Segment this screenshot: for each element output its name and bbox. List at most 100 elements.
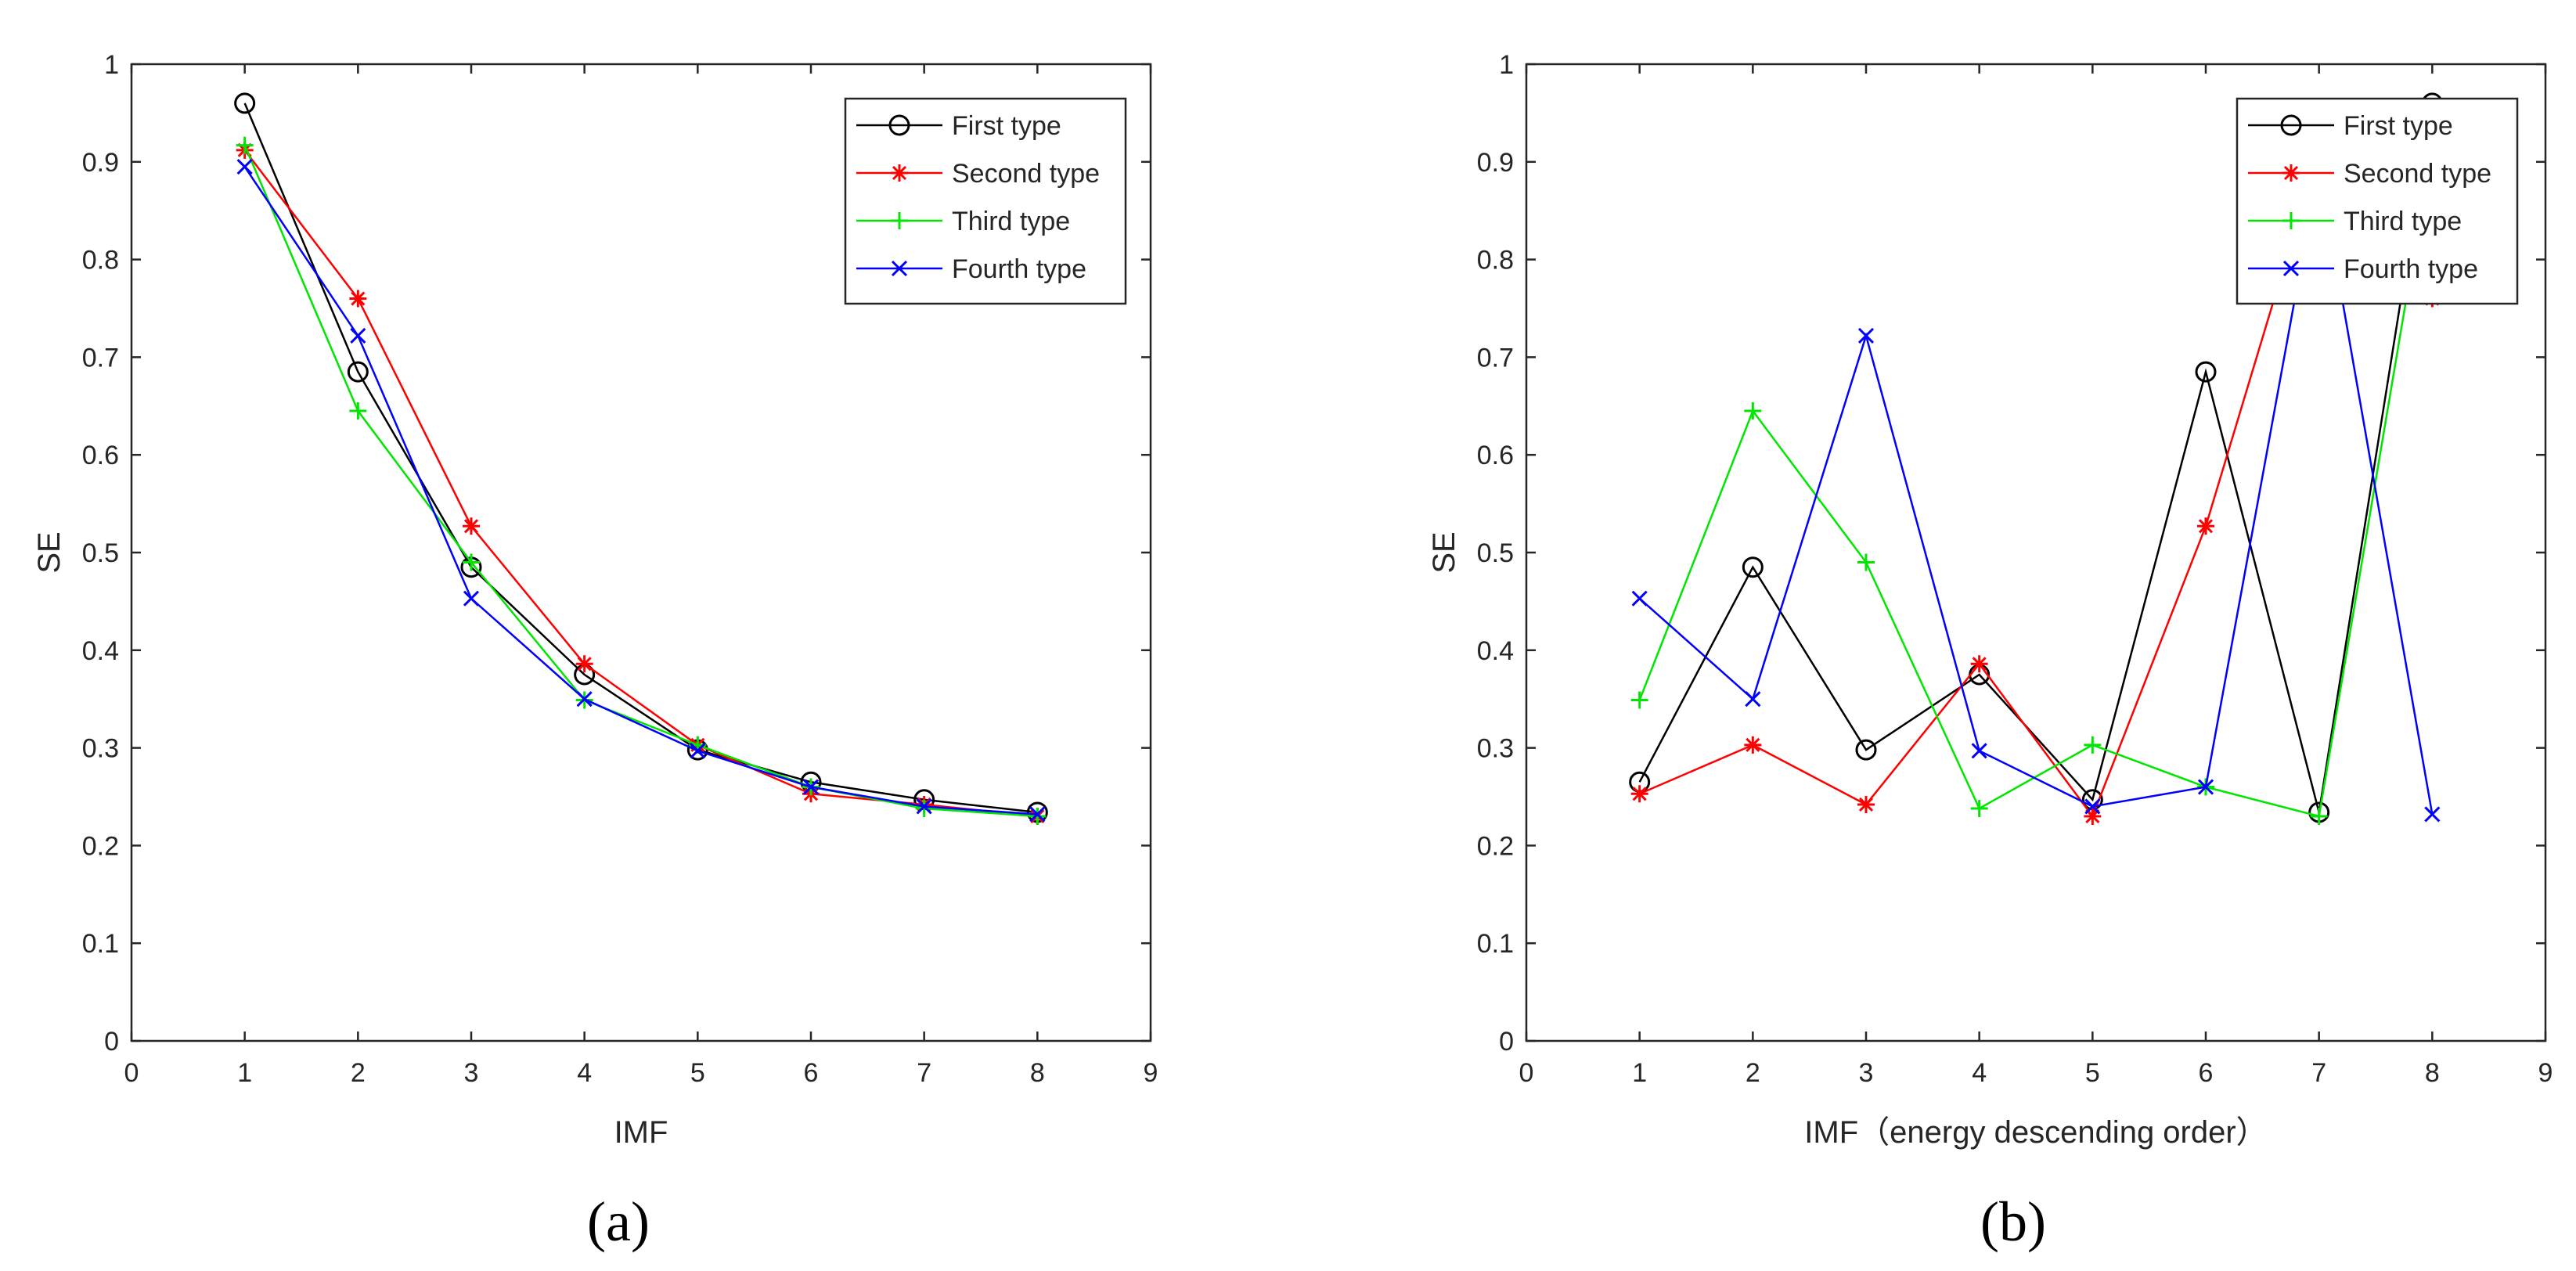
data-point-x — [916, 798, 932, 815]
data-point-asterisk — [2084, 807, 2102, 825]
data-point-plus-shape — [1029, 807, 1047, 825]
y-tick-label: 0.3 — [1477, 734, 1514, 764]
data-point-x-shape — [1971, 743, 1987, 759]
y-tick-label: 0.9 — [1477, 148, 1514, 178]
x-tick-label: 5 — [2085, 1058, 2100, 1088]
y-axis: 0 0.1 0.2 0.3 0.4 0.5 0.6 0.7 0.8 0.9 1 — [1477, 50, 2545, 1057]
y-tick-label: 0.6 — [82, 441, 119, 470]
y-tick-label: 0.4 — [1477, 636, 1514, 666]
data-point-x — [1857, 327, 1875, 344]
data-point-asterisk — [1630, 785, 1648, 803]
x-tick-label: 7 — [2311, 1058, 2326, 1088]
data-point-plus-shape — [349, 402, 367, 420]
legend-label: Fourth type — [952, 254, 1086, 284]
data-point-circle-shape — [234, 92, 256, 114]
data-point-x-shape — [802, 779, 820, 795]
y-tick-label: 0.5 — [1477, 538, 1514, 568]
x-tick-label: 0 — [1519, 1058, 1534, 1088]
x-tick-label: 4 — [1972, 1058, 1987, 1088]
x-tick-label: 3 — [464, 1058, 479, 1088]
data-point-x-shape — [2424, 806, 2441, 823]
legend-marker-circle-shape — [888, 114, 910, 136]
data-point-asterisk — [1857, 795, 1875, 813]
series-line-circle — [243, 103, 1038, 814]
data-point-x — [690, 743, 706, 759]
data-point-plus — [1857, 553, 1875, 571]
x-axis: 0 1 2 3 4 5 6 7 8 9 — [124, 64, 1158, 1088]
data-point-plus — [1630, 691, 1648, 709]
y-tick-label: 0.8 — [82, 246, 119, 275]
chart-b: 0 1 2 3 4 5 6 7 8 9 0 0.1 0.2 0.3 0.4 0.5 0.6 0.7 0.8 0.9 1 I… — [1427, 50, 2553, 1253]
y-tick-label: 0.1 — [82, 929, 119, 959]
data-point-circle — [234, 92, 256, 114]
data-point-circle — [347, 361, 369, 383]
data-point-plus-shape — [915, 799, 933, 817]
data-point-x — [2424, 806, 2441, 823]
legend-marker-x — [2282, 260, 2300, 277]
legend-marker-x-shape — [2282, 260, 2300, 277]
data-point-plus — [2310, 807, 2328, 825]
data-point-asterisk-shape — [349, 290, 367, 308]
legend: First type Second type Third type Fourth ty… — [844, 97, 1127, 305]
y-tick-label: 0.4 — [82, 636, 119, 666]
y-tick-label: 1 — [1499, 50, 1514, 80]
figure-caption: (b) — [1980, 1190, 2046, 1253]
data-point-asterisk-shape — [1630, 785, 1648, 803]
data-point-asterisk — [463, 517, 480, 535]
data-point-plus — [915, 799, 933, 817]
series-group — [234, 92, 1048, 825]
x-axis-label: IMF（energy descending order） — [1804, 1115, 2267, 1150]
data-point-plus-shape — [1857, 553, 1875, 571]
data-point-plus — [1744, 402, 1762, 420]
legend-marker-asterisk-shape — [2282, 164, 2300, 182]
y-tick-label: 0.6 — [1477, 441, 1514, 470]
legend-marker-circle — [2280, 114, 2302, 136]
legend-marker-circle — [888, 114, 910, 136]
legend-marker-asterisk — [891, 164, 908, 182]
chart-a: 0 1 2 3 4 5 6 7 8 9 0 0.1 0.2 0.3 0.4 0.5 0.6 0.7 0.8 0.9 1 I… — [32, 50, 1158, 1253]
legend-marker-plus-shape — [2282, 212, 2300, 229]
data-point-circle-shape — [2195, 361, 2217, 383]
x-tick-label: 7 — [917, 1058, 931, 1088]
data-point-x — [576, 691, 593, 708]
data-point-plus — [1029, 807, 1047, 825]
data-point-x-shape — [916, 798, 932, 815]
data-point-circle-shape — [1855, 739, 1877, 761]
data-point-x-shape — [1029, 806, 1046, 823]
x-tick-label: 2 — [351, 1058, 366, 1088]
data-point-plus-shape — [1744, 402, 1762, 420]
data-point-plus — [2084, 736, 2102, 754]
data-point-x — [1745, 691, 1761, 708]
data-point-asterisk-shape — [1857, 795, 1875, 813]
y-axis: 0 0.1 0.2 0.3 0.4 0.5 0.6 0.7 0.8 0.9 1 — [82, 50, 1151, 1057]
legend-label: First type — [952, 111, 1061, 141]
data-point-asterisk — [349, 290, 367, 308]
series-line-x — [243, 166, 1038, 816]
data-point-asterisk-shape — [575, 655, 593, 673]
y-tick-label: 0.2 — [82, 831, 119, 861]
x-tick-label: 8 — [1030, 1058, 1045, 1088]
y-tick-label: 1 — [104, 50, 119, 80]
legend-label: Third type — [952, 207, 1070, 236]
legend-marker-x — [891, 260, 908, 277]
data-point-plus-shape — [463, 553, 480, 571]
data-point-asterisk — [575, 655, 593, 673]
x-tick-label: 1 — [1632, 1058, 1647, 1088]
data-point-x-shape — [1857, 327, 1875, 344]
data-point-circle — [1742, 556, 1764, 578]
y-tick-label: 0.9 — [82, 148, 119, 178]
data-point-asterisk — [1970, 655, 1988, 673]
data-point-x — [2197, 779, 2214, 795]
x-tick-label: 8 — [2425, 1058, 2440, 1088]
data-point-x — [1631, 590, 1648, 607]
data-point-plus — [1970, 799, 1988, 817]
data-point-asterisk-shape — [2084, 807, 2102, 825]
x-axis-label: IMF — [614, 1115, 668, 1150]
y-axis-label: SE — [1427, 531, 1461, 573]
data-point-plus-shape — [2084, 736, 2102, 754]
legend-label: Fourth type — [2344, 254, 2478, 284]
legend-marker-x-shape — [891, 260, 908, 277]
data-point-asterisk — [2197, 517, 2214, 535]
data-point-plus-shape — [236, 136, 254, 154]
